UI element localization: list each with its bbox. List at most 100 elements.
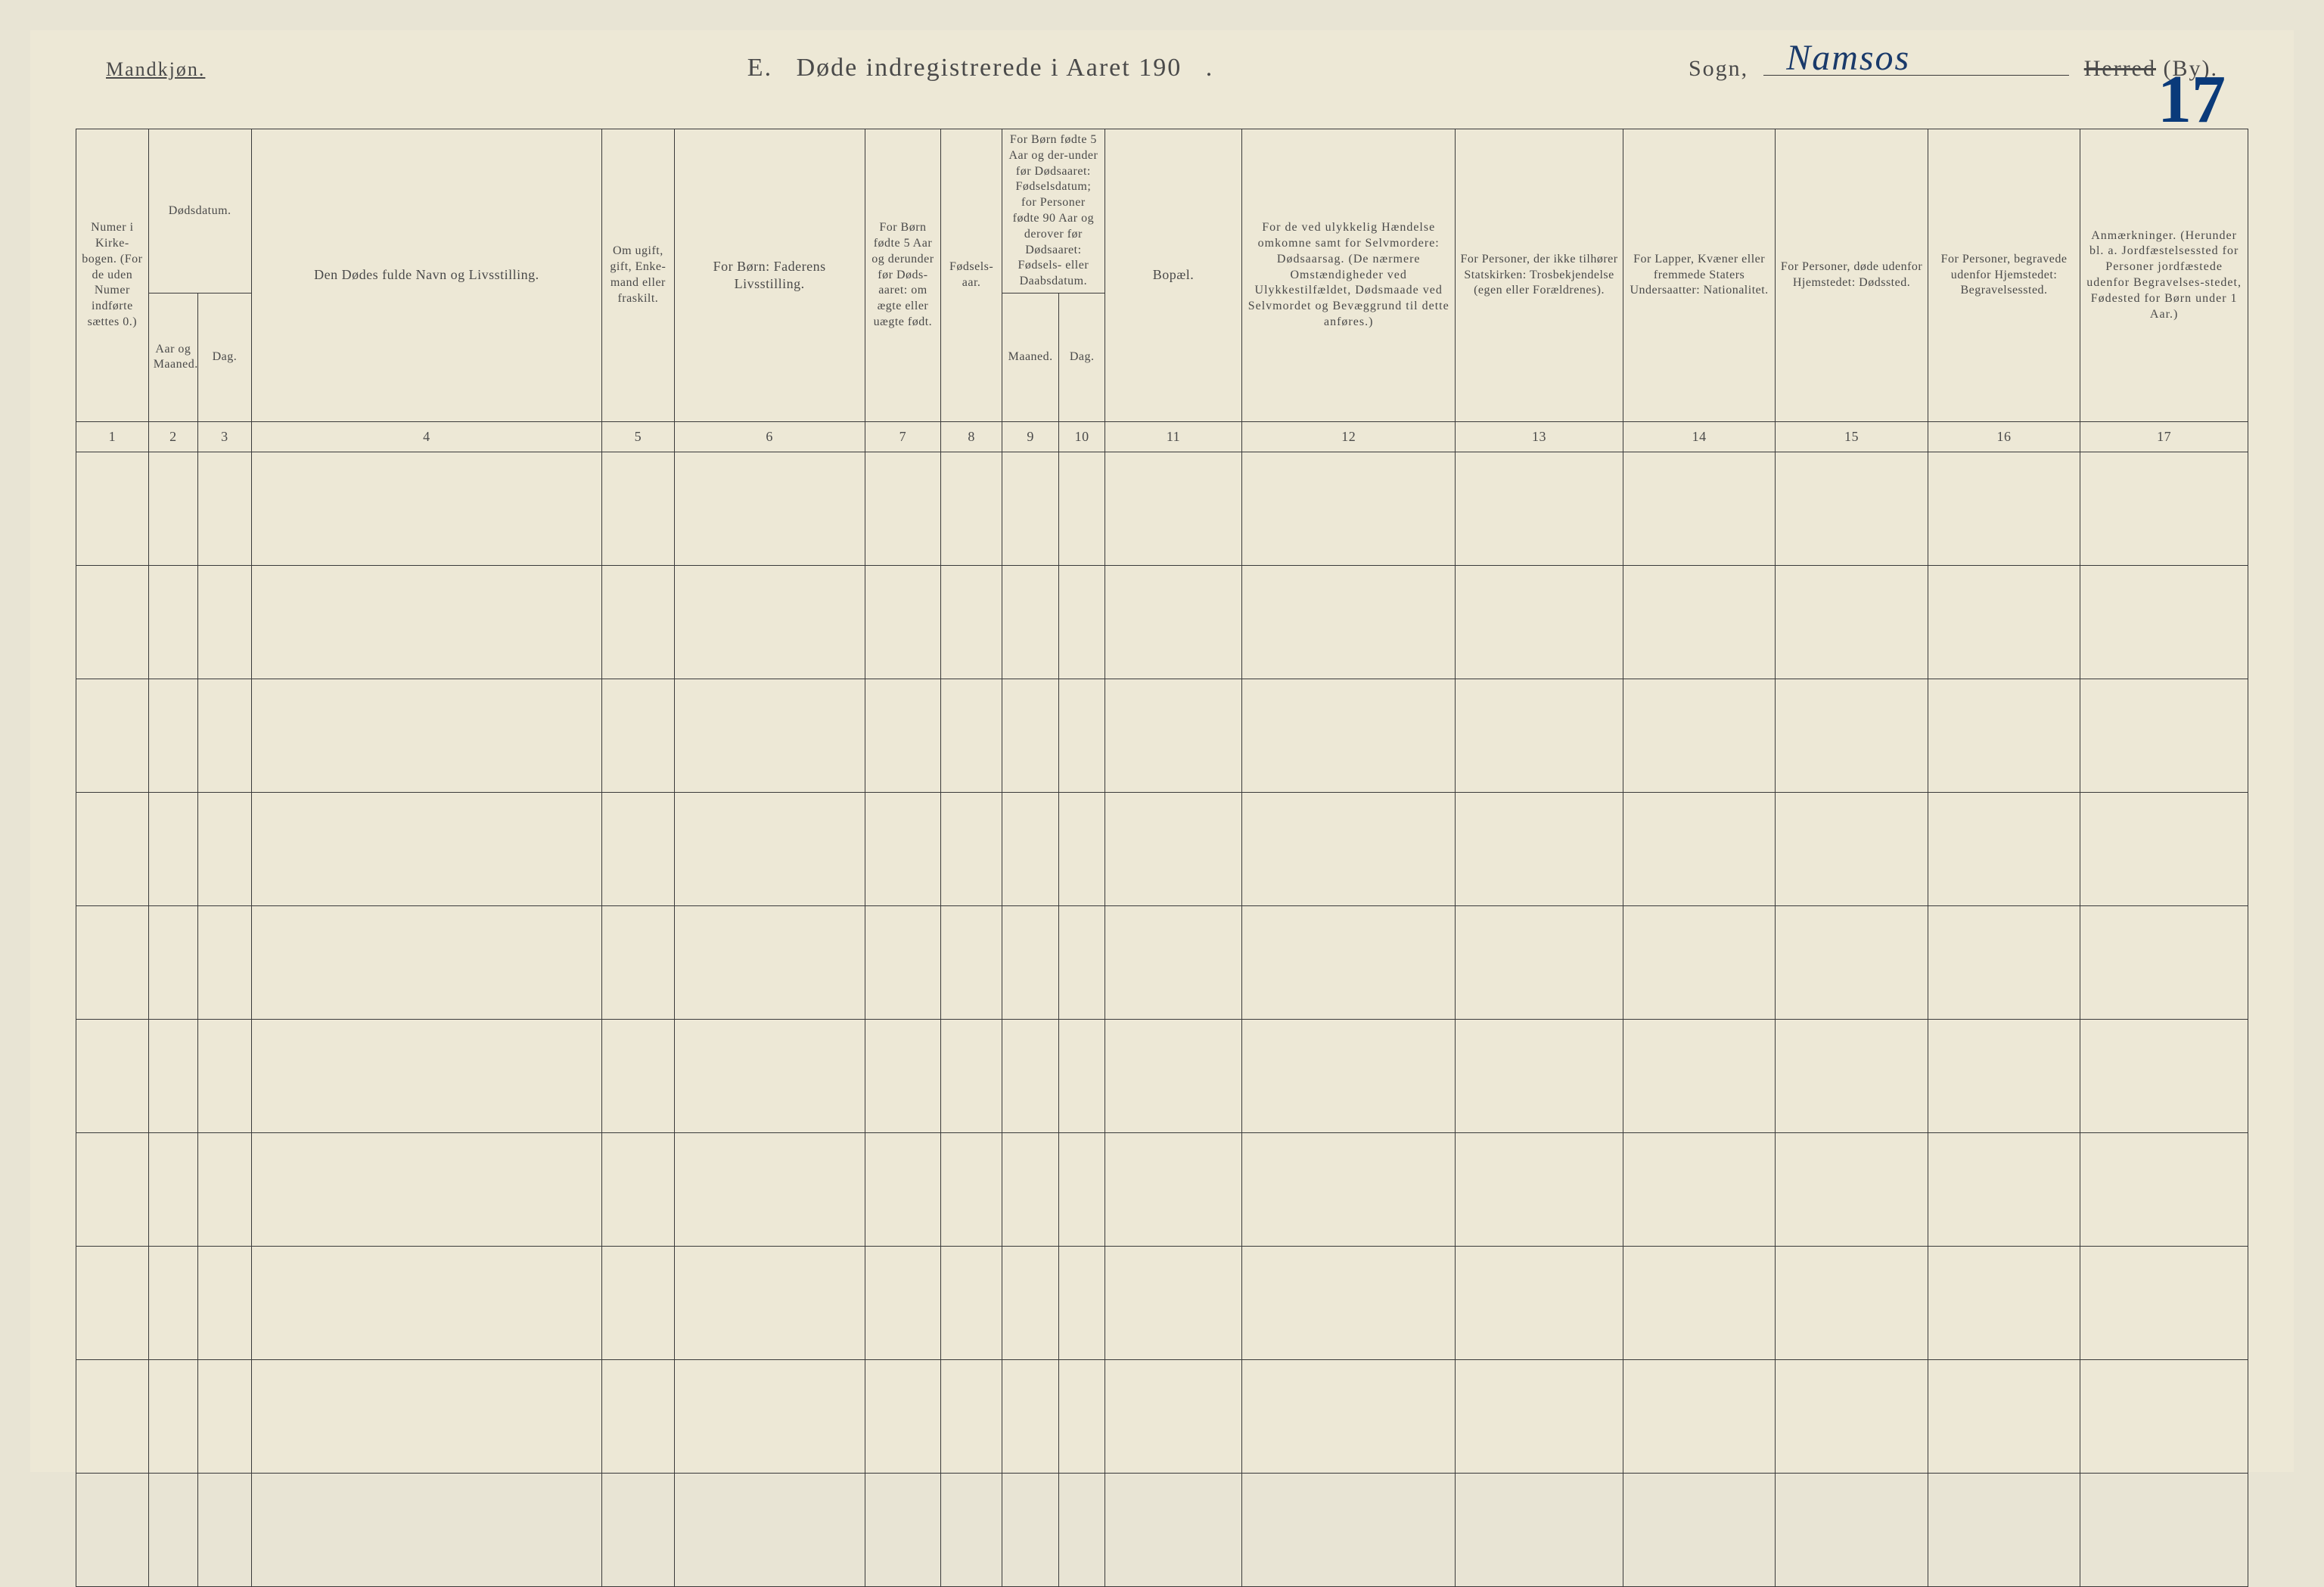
- table-cell: [1456, 1132, 1623, 1246]
- col-num-12: 12: [1242, 421, 1456, 452]
- table-cell: [1776, 792, 1928, 905]
- table-cell: [198, 1473, 252, 1586]
- col-header-9-sub: Maaned.: [1002, 293, 1059, 421]
- table-cell: [602, 1359, 675, 1473]
- col-header-3-sub: Dag.: [198, 293, 252, 421]
- col-num-1: 1: [76, 421, 149, 452]
- page-header: Mandkjøn. E. Døde indregistrerede i Aare…: [76, 53, 2248, 113]
- col-header-1: Numer i Kirke-bogen. (For de uden Numer …: [76, 129, 149, 422]
- col-num-13: 13: [1456, 421, 1623, 452]
- table-cell: [251, 1473, 601, 1586]
- table-cell: [1002, 1019, 1059, 1132]
- table-cell: [1456, 1473, 1623, 1586]
- col-header-8: Fødsels-aar.: [941, 129, 1002, 422]
- table-cell: [251, 679, 601, 792]
- col-num-4: 4: [251, 421, 601, 452]
- table-cell: [1776, 1019, 1928, 1132]
- table-cell: [251, 792, 601, 905]
- table-cell: [602, 1019, 675, 1132]
- col-num-3: 3: [198, 421, 252, 452]
- table-cell: [1242, 1359, 1456, 1473]
- handwritten-page-number: 17: [2158, 61, 2226, 138]
- table-cell: [1105, 565, 1241, 679]
- title-main: Døde indregistrerede i Aaret 190: [797, 54, 1182, 82]
- column-number-row: 1 2 3 4 5 6 7 8 9 10 11 12 13 14 15 16 1…: [76, 421, 2248, 452]
- document-page: 17 Mandkjøn. E. Døde indregistrerede i A…: [30, 30, 2294, 1472]
- table-cell: [602, 1473, 675, 1586]
- table-cell: [198, 452, 252, 565]
- herred-strikethrough: Herred: [2084, 56, 2156, 81]
- col-num-6: 6: [674, 421, 865, 452]
- table-cell: [602, 679, 675, 792]
- col-num-9: 9: [1002, 421, 1059, 452]
- table-cell: [1242, 1019, 1456, 1132]
- col-header-2-sub: Aar og Maaned.: [148, 293, 197, 421]
- gender-label: Mandkjøn.: [106, 58, 272, 81]
- table-cell: [198, 905, 252, 1019]
- table-cell: [1059, 452, 1105, 565]
- table-cell: [674, 792, 865, 905]
- col-header-14: For Lapper, Kvæner eller fremmede Stater…: [1623, 129, 1775, 422]
- table-cell: [148, 1359, 197, 1473]
- table-cell: [1928, 565, 2080, 679]
- table-row: [76, 565, 2248, 679]
- table-cell: [251, 565, 601, 679]
- table-cell: [251, 1132, 601, 1246]
- table-cell: [1456, 1359, 1623, 1473]
- table-cell: [2080, 792, 2248, 905]
- table-cell: [1105, 792, 1241, 905]
- table-cell: [1623, 1359, 1775, 1473]
- table-cell: [865, 565, 941, 679]
- col-header-6: For Børn: Faderens Livsstilling.: [674, 129, 865, 422]
- table-cell: [941, 1359, 1002, 1473]
- table-cell: [1776, 565, 1928, 679]
- table-cell: [941, 1132, 1002, 1246]
- table-cell: [2080, 905, 2248, 1019]
- table-cell: [2080, 1246, 2248, 1359]
- table-cell: [251, 1246, 601, 1359]
- table-cell: [251, 1019, 601, 1132]
- table-cell: [941, 452, 1002, 565]
- table-cell: [1242, 905, 1456, 1019]
- table-cell: [76, 1019, 149, 1132]
- table-cell: [1776, 1132, 1928, 1246]
- table-cell: [941, 1019, 1002, 1132]
- table-cell: [865, 792, 941, 905]
- table-cell: [1105, 905, 1241, 1019]
- table-cell: [602, 905, 675, 1019]
- table-cell: [674, 1019, 865, 1132]
- table-cell: [1242, 565, 1456, 679]
- table-cell: [602, 1246, 675, 1359]
- col-num-16: 16: [1928, 421, 2080, 452]
- table-cell: [674, 1473, 865, 1586]
- col-header-15: For Personer, døde udenfor Hjemstedet: D…: [1776, 129, 1928, 422]
- table-cell: [1242, 1246, 1456, 1359]
- table-cell: [148, 905, 197, 1019]
- table-cell: [76, 905, 149, 1019]
- table-cell: [1002, 905, 1059, 1019]
- table-cell: [2080, 1473, 2248, 1586]
- table-cell: [251, 1359, 601, 1473]
- table-cell: [148, 565, 197, 679]
- col-header-4: Den Dødes fulde Navn og Livsstilling.: [251, 129, 601, 422]
- table-cell: [1059, 1473, 1105, 1586]
- table-cell: [1242, 1132, 1456, 1246]
- table-cell: [1776, 1473, 1928, 1586]
- table-cell: [148, 1132, 197, 1246]
- table-cell: [1002, 1473, 1059, 1586]
- table-cell: [1002, 679, 1059, 792]
- table-row: [76, 679, 2248, 792]
- table-cell: [602, 565, 675, 679]
- table-cell: [148, 1473, 197, 1586]
- table-cell: [1623, 679, 1775, 792]
- col-header-7: For Børn fødte 5 Aar og derunder før Død…: [865, 129, 941, 422]
- table-cell: [1242, 1473, 1456, 1586]
- table-cell: [865, 1019, 941, 1132]
- table-cell: [76, 1246, 149, 1359]
- table-cell: [198, 792, 252, 905]
- table-cell: [148, 1246, 197, 1359]
- col-num-15: 15: [1776, 421, 1928, 452]
- table-cell: [1928, 1019, 2080, 1132]
- col-num-8: 8: [941, 421, 1002, 452]
- table-cell: [674, 679, 865, 792]
